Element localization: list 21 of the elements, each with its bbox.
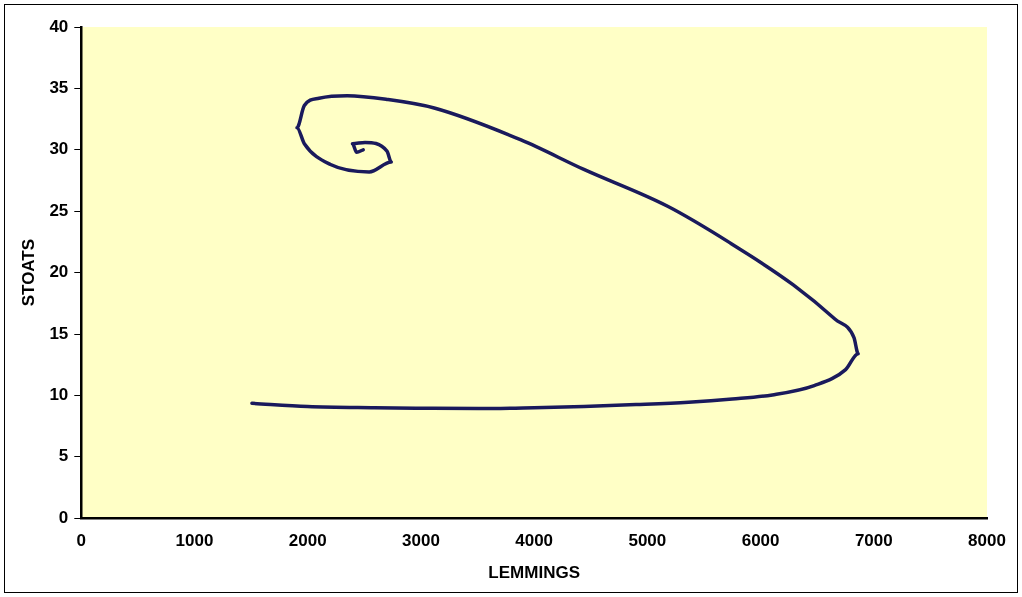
y-tick-label: 25 — [49, 200, 69, 220]
x-tick-label: 3000 — [402, 531, 440, 551]
y-tick-label: 0 — [58, 507, 69, 527]
x-tick-label: 5000 — [628, 531, 667, 551]
x-tick-label: 6000 — [741, 531, 780, 551]
x-tick-label: 8000 — [968, 531, 1006, 551]
y-tick-label: 15 — [49, 323, 69, 343]
x-tick-label: 0 — [76, 531, 87, 551]
y-tick-label: 40 — [49, 16, 69, 36]
y-tick-label: 30 — [49, 139, 69, 159]
y-axis-title: STOATS — [18, 238, 38, 307]
y-tick-label: 35 — [49, 78, 69, 98]
y-tick-label: 5 — [58, 446, 69, 466]
x-tick-label: 1000 — [175, 531, 214, 551]
y-tick-label: 20 — [49, 262, 69, 282]
x-axis-title: LEMMINGS — [488, 563, 580, 583]
x-tick-label: 2000 — [288, 531, 327, 551]
x-tick-label: 7000 — [854, 531, 893, 551]
y-tick-label: 10 — [49, 385, 69, 405]
line-series — [250, 94, 860, 411]
x-tick-label: 4000 — [515, 531, 554, 551]
